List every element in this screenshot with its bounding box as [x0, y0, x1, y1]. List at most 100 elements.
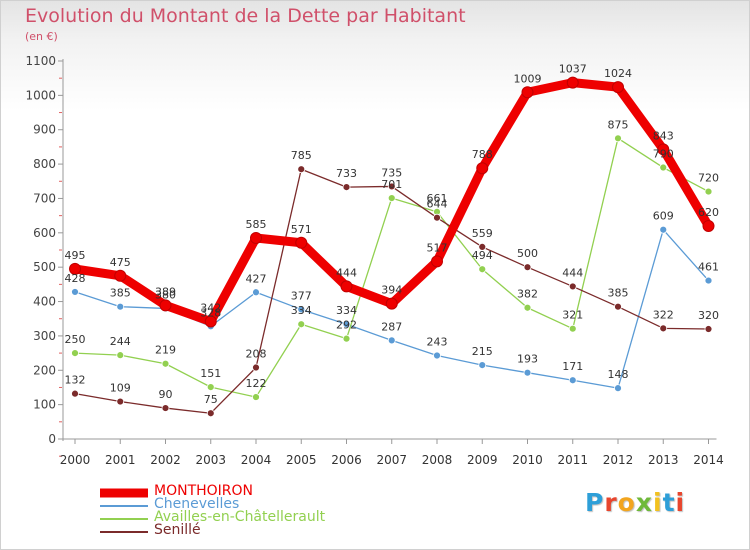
y-tick-label: 100: [33, 398, 56, 412]
x-tick-label: 2011: [557, 453, 588, 467]
legend-swatch: [100, 504, 148, 507]
logo-letter: x: [635, 488, 653, 517]
data-label: 620: [698, 206, 719, 219]
x-tick-label: 2010: [512, 453, 543, 467]
data-label: 380: [155, 288, 176, 301]
data-label: 244: [110, 335, 131, 348]
series-point-0: [114, 269, 127, 282]
data-label: 843: [653, 129, 674, 142]
data-label: 701: [381, 178, 402, 191]
data-label: 215: [472, 345, 493, 358]
series-point-1: [342, 320, 351, 329]
logo-letter: i: [675, 488, 686, 517]
data-label: 494: [472, 249, 493, 262]
data-label: 342: [200, 301, 221, 314]
series-point-3: [252, 363, 260, 372]
series-point-3: [568, 282, 577, 291]
data-label: 377: [291, 289, 312, 302]
series-point-3: [387, 182, 396, 191]
data-label: 321: [562, 309, 583, 322]
data-label: 171: [562, 360, 583, 373]
series-point-3: [161, 404, 170, 412]
series-point-2: [71, 349, 79, 357]
y-tick-label: 600: [33, 226, 56, 240]
data-label: 90: [159, 388, 173, 401]
series-point-1: [71, 288, 79, 296]
series-point-3: [433, 213, 441, 222]
data-label: 320: [698, 309, 719, 322]
series-point-1: [523, 368, 532, 377]
series-point-0: [340, 280, 353, 293]
legend-swatch: [100, 530, 148, 533]
logo-letter: t: [662, 488, 676, 517]
series-point-1: [116, 302, 125, 311]
data-label: 250: [65, 333, 86, 346]
data-label: 151: [200, 367, 221, 380]
proxiti-logo: Proxiti: [585, 488, 685, 517]
legend-swatch: [100, 517, 148, 520]
chart-title: Evolution du Montant de la Dette par Hab…: [25, 5, 466, 27]
data-label: 208: [246, 348, 267, 361]
data-label: 609: [653, 210, 674, 223]
data-label: 328: [200, 306, 221, 319]
data-label: 334: [291, 304, 312, 317]
series-point-0: [250, 231, 262, 244]
series-point-0: [159, 299, 172, 312]
data-label: 427: [246, 272, 267, 285]
series-point-3: [342, 183, 351, 192]
y-tick-label: 900: [33, 123, 56, 137]
legend-item: Senillé: [100, 522, 360, 538]
series-point-0: [431, 255, 443, 268]
x-tick-label: 2001: [105, 453, 136, 467]
series-point-2: [614, 134, 622, 143]
series-point-1: [568, 376, 577, 385]
legend-item: Availles-en-Châtellerault: [100, 509, 360, 525]
legend-label: Senillé: [154, 522, 201, 538]
data-label: 334: [336, 304, 357, 317]
data-label: 389: [155, 285, 176, 298]
data-label: 1024: [604, 67, 632, 80]
data-label: 193: [517, 353, 538, 366]
x-tick-label: 2002: [150, 453, 181, 467]
data-label: 122: [246, 377, 267, 390]
x-tick-label: 2009: [467, 453, 498, 467]
y-tick-label: 1000: [25, 88, 56, 102]
data-label: 517: [427, 241, 448, 254]
x-tick-label: 2012: [603, 453, 634, 467]
x-tick-label: 2013: [648, 453, 679, 467]
series-point-0: [521, 86, 534, 99]
series-point-1: [433, 351, 441, 360]
data-label: 644: [427, 198, 448, 211]
legend-item: MONTHOIRON: [100, 483, 360, 499]
series-point-3: [659, 324, 668, 333]
data-label: 219: [155, 344, 176, 357]
data-label: 382: [517, 288, 538, 301]
chart-unit: (en €): [25, 30, 58, 43]
legend-label: MONTHOIRON: [154, 483, 254, 499]
y-tick-label: 200: [33, 363, 56, 377]
series-point-2: [387, 194, 396, 203]
series-point-1: [659, 225, 668, 234]
data-label: 788: [472, 148, 493, 161]
x-tick-label: 2008: [422, 453, 453, 467]
data-label: 559: [472, 227, 493, 240]
series-point-0: [612, 81, 624, 94]
series-point-3: [206, 409, 215, 418]
series-point-1: [478, 361, 487, 370]
x-tick-label: 2007: [376, 453, 407, 467]
legend-item: Chenevelles: [100, 496, 360, 512]
series-point-3: [523, 263, 532, 272]
series-point-1: [614, 384, 622, 393]
logo-letter: r: [604, 488, 618, 517]
y-tick-label: 700: [33, 191, 56, 205]
series-point-3: [71, 389, 79, 398]
y-tick-label: 300: [33, 329, 56, 343]
y-tick-label: 0: [48, 432, 56, 446]
series-point-3: [704, 325, 713, 333]
data-label: 585: [246, 218, 267, 231]
data-label: 790: [653, 148, 674, 161]
data-label: 461: [698, 261, 719, 274]
data-label: 132: [65, 374, 86, 387]
series-point-0: [204, 315, 217, 328]
